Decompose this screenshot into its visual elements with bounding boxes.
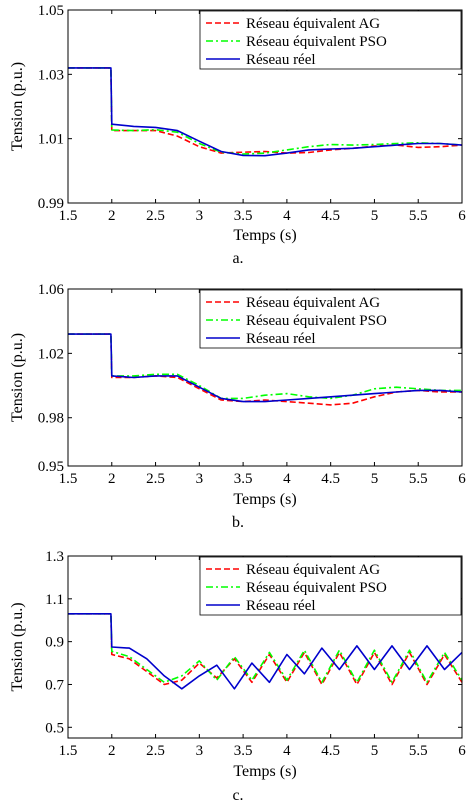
panel-caption: b. [232,514,244,531]
panel-caption: a. [232,250,243,267]
legend-entry-2: Réseau équivalent PSO [246,580,387,596]
x-tick-label: 5 [371,471,379,487]
panel-caption: c. [232,787,243,804]
y-tick-label: 1.1 [45,592,64,608]
y-tick-label: 1.02 [38,346,64,362]
x-tick-label: 6 [458,208,466,224]
plot-frame [67,9,463,204]
series-line-1 [68,67,462,154]
x-tick-label: 2 [108,471,116,487]
legend-entry-1: Réseau équivalent AG [246,562,380,578]
x-tick-label: 2.5 [146,208,165,224]
legend-box [199,10,462,70]
legend-entry-1: Réseau équivalent AG [246,16,380,32]
x-tick-label: 5.5 [409,208,428,224]
y-tick-label: 1.05 [38,3,64,19]
legend: Réseau équivalent AG Réseau équivalent PS… [199,556,462,616]
x-tick-label: 3.5 [234,471,253,487]
x-tick-label: 2.5 [146,743,165,759]
x-tick-label: 1.5 [59,743,78,759]
x-tick-label: 4 [283,743,291,759]
x-tick-label: 5.5 [409,743,428,759]
x-tick-label: 6 [458,471,466,487]
x-tick-label: 1.5 [59,208,78,224]
series-line-2 [68,333,462,400]
x-tick-label: 5 [371,743,379,759]
x-tick-label: 4 [283,471,291,487]
x-axis-label: Temps (s) [233,227,296,244]
x-tick-label: 3 [196,471,204,487]
legend-entry-2: Réseau équivalent PSO [246,34,387,50]
chart-panel-1: 1.5 2 2.5 3 3.5 4 4.5 5 5.5 6 0.99 1.01 1.03 1.05 Temp… [9,3,466,267]
x-tick-label: 1.5 [59,471,78,487]
series-line-1 [68,612,462,686]
chart-panel-3: 1.5 2 2.5 3 3.5 4 4.5 5 5.5 6 0.5 0.7 0.9 1.1 1.3 Temps… [9,549,466,804]
x-tick-label: 2 [108,743,116,759]
series-line-3 [68,333,462,403]
series-line-3 [68,67,462,157]
plot-frame [67,288,463,467]
x-tick-label: 5.5 [409,471,428,487]
y-tick-label: 1.03 [38,67,64,83]
legend-entry-3: Réseau réel [246,331,316,347]
x-tick-label: 4.5 [321,743,340,759]
legend-box [199,556,462,616]
x-tick-label: 2 [108,208,116,224]
y-tick-label: 0.5 [45,720,64,736]
legend: Réseau équivalent AG Réseau équivalent PS… [199,289,462,349]
x-tick-label: 3.5 [234,743,253,759]
legend-entry-3: Réseau réel [246,52,316,68]
x-axis-label: Temps (s) [233,763,296,780]
legend: Réseau équivalent AG Réseau équivalent PS… [199,10,462,70]
y-tick-label: 0.95 [38,459,64,475]
x-tick-label: 2.5 [146,471,165,487]
x-tick-label: 3 [196,743,204,759]
y-tick-label: 1.3 [45,549,64,565]
series-line-2 [68,612,462,684]
y-tick-label: 1.01 [38,132,64,148]
x-tick-label: 4.5 [321,208,340,224]
x-tick-label: 5 [371,208,379,224]
chart-panel-2: 1.5 2 2.5 3 3.5 4 4.5 5 5.5 6 0.95 0.98 1.02 1.06 Temp… [9,282,466,531]
series-line-2 [68,67,462,155]
y-tick-label: 0.9 [45,635,64,651]
y-axis-label: Tension (p.u.) [9,62,26,151]
legend-entry-2: Réseau équivalent PSO [246,313,387,329]
y-tick-label: 1.06 [38,282,65,298]
legend-box [199,289,462,349]
x-tick-label: 3 [196,208,204,224]
y-tick-label: 0.7 [45,677,64,693]
legend-entry-1: Réseau équivalent AG [246,295,380,311]
x-tick-label: 6 [458,743,466,759]
y-tick-label: 0.99 [38,196,64,212]
y-axis-label: Tension (p.u.) [9,333,26,422]
x-tick-label: 4.5 [321,471,340,487]
y-tick-label: 0.98 [38,411,64,427]
x-tick-label: 3.5 [234,208,253,224]
x-axis-label: Temps (s) [233,491,296,508]
series-line-3 [68,612,462,690]
y-axis-label: Tension (p.u.) [9,602,26,691]
plot-frame [67,555,463,739]
legend-entry-3: Réseau réel [246,598,316,614]
x-tick-label: 4 [283,208,291,224]
